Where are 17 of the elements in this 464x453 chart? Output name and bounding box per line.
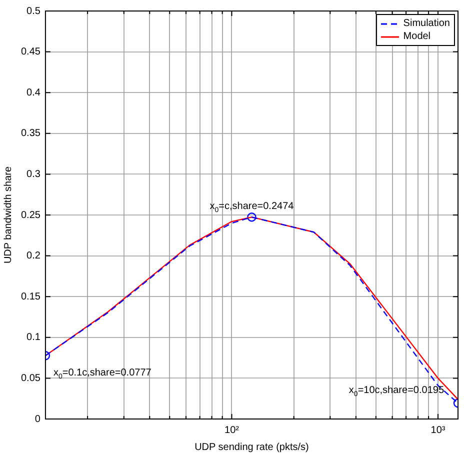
y-tick-label: 0.45	[20, 46, 41, 58]
x-tick-label: 10³	[430, 424, 446, 436]
x-tick-label: 10²	[224, 424, 240, 436]
y-tick-label: 0.5	[26, 6, 41, 17]
legend-label: Model	[403, 31, 431, 42]
y-tick-label: 0.4	[26, 87, 41, 98]
legend-label: Simulation	[403, 18, 450, 29]
y-tick-label: 0	[34, 414, 41, 425]
y-tick-label: 0.25	[20, 210, 41, 221]
y-tick-label: 0.05	[20, 372, 41, 384]
y-tick-label: 0.1	[26, 332, 41, 344]
y-tick-label: 0.15	[20, 291, 41, 302]
y-tick-label: 0.3	[26, 168, 41, 180]
y-axis-title: UDP bandwidth share	[2, 166, 14, 264]
y-tick-label: 0.35	[20, 128, 41, 140]
y-tick-label: 0.2	[26, 250, 41, 262]
x-axis-title: UDP sending rate (pkts/s)	[194, 442, 309, 453]
